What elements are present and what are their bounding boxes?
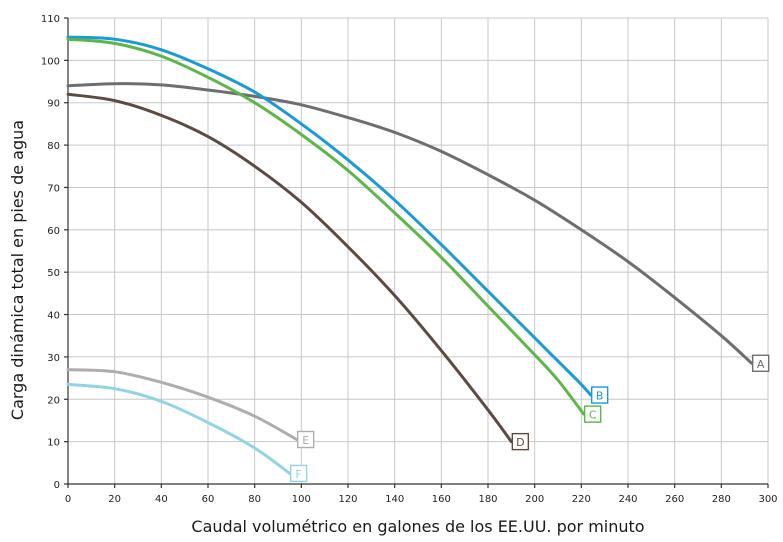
grid-lines xyxy=(68,17,769,484)
x-tick-label: 220 xyxy=(572,494,591,505)
x-tick-label: 20 xyxy=(108,494,121,505)
x-tick-label: 240 xyxy=(618,494,637,505)
y-tick-label: 40 xyxy=(47,311,60,322)
series-label-text: F xyxy=(296,468,302,481)
y-tick-label: 50 xyxy=(47,268,60,279)
y-tick-label: 110 xyxy=(41,14,60,25)
x-tick-label: 0 xyxy=(65,494,71,505)
y-axis-label: Carga dinámica total en pies de agua xyxy=(8,120,27,420)
y-tick-label: 60 xyxy=(47,226,60,237)
x-tick-label: 280 xyxy=(712,494,731,505)
series-label-box xyxy=(289,464,308,483)
series-end-label-c: C xyxy=(583,405,602,423)
series-label-box xyxy=(590,386,609,404)
series-label-text: B xyxy=(596,390,604,403)
x-tick-label: 300 xyxy=(758,494,777,505)
y-tick-label: 90 xyxy=(47,99,60,110)
series-line-c xyxy=(66,37,586,416)
series-line-a xyxy=(66,82,754,365)
y-tick-label: 20 xyxy=(47,395,60,406)
x-tick-label: 100 xyxy=(292,494,311,505)
series-lines xyxy=(66,35,754,475)
axes xyxy=(64,17,769,488)
series-label-box xyxy=(751,354,770,372)
series-line-f xyxy=(66,382,292,475)
series-end-label-b: B xyxy=(590,386,609,404)
series-end-label-e: E xyxy=(296,430,315,449)
series-end-label-a: A xyxy=(751,354,770,372)
y-tick-label: 70 xyxy=(47,183,60,194)
series-label-text: E xyxy=(302,434,309,447)
series-label-box xyxy=(296,430,315,449)
series-label-box xyxy=(583,405,602,423)
series-end-label-d: D xyxy=(511,432,530,451)
y-tick-label: 100 xyxy=(41,56,60,67)
tick-labels: 0 20 40 60 80 100 120 140 160 180 200 220 240 260 280 3… xyxy=(41,14,778,505)
x-tick-label: 80 xyxy=(248,494,261,505)
y-tick-label: 0 xyxy=(54,480,60,491)
series-label-text: A xyxy=(757,358,765,371)
y-tick-label: 30 xyxy=(47,353,60,364)
y-tick-label: 80 xyxy=(47,141,60,152)
x-tick-label: 200 xyxy=(525,494,544,505)
x-tick-label: 40 xyxy=(155,494,168,505)
x-tick-label: 60 xyxy=(202,494,215,505)
x-tick-label: 180 xyxy=(478,494,497,505)
x-tick-label: 140 xyxy=(385,494,404,505)
x-tick-label: 260 xyxy=(665,494,684,505)
series-line-b xyxy=(66,35,593,397)
x-tick-label: 120 xyxy=(338,494,357,505)
series-end-labels: A BC D E F xyxy=(289,354,770,483)
series-label-text: C xyxy=(589,409,597,422)
x-axis-label: Caudal volumétrico en galones de los EE.… xyxy=(191,517,644,536)
series-label-box xyxy=(511,432,530,451)
series-end-label-f: F xyxy=(289,464,308,483)
x-tick-label: 160 xyxy=(432,494,451,505)
y-tick-label: 10 xyxy=(47,438,60,449)
series-label-text: D xyxy=(516,436,524,449)
series-line-d xyxy=(66,92,513,444)
series-line-e xyxy=(66,368,299,441)
